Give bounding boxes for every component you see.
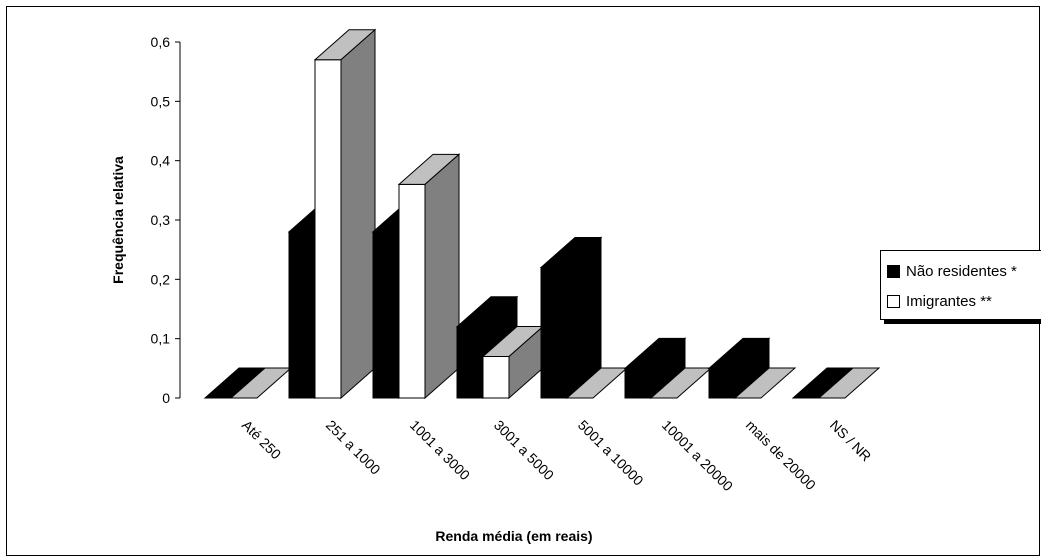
bar-nao-residentes [539, 236, 603, 400]
bar-imigrantes-zero [733, 367, 797, 399]
bars [203, 28, 881, 400]
bar-nao-residentes [623, 337, 687, 400]
bar-imigrantes [313, 28, 377, 400]
y-tick-label: 0,2 [151, 271, 171, 287]
y-tick-label: 0,3 [151, 212, 171, 228]
axes [175, 41, 181, 399]
x-tick-label: 5001 a 10000 [575, 417, 647, 489]
y-tick-label: 0,5 [151, 93, 171, 109]
bar-imigrantes-side [340, 28, 376, 400]
chart-frame [6, 6, 1040, 556]
legend: Não residentes * Imigrantes ** [880, 250, 1041, 320]
labels: 0 0,1 0,2 0,3 0,4 0,5 0,6 Até 250 251 a 1000 1001… [151, 34, 875, 494]
bar-imigrantes [481, 325, 545, 400]
x-tick-label: Até 250 [239, 417, 285, 463]
legend-label: Imigrantes ** [906, 292, 992, 310]
bar-nao-residentes-front [624, 367, 652, 399]
x-axis-title: Renda média (em reais) [435, 528, 592, 544]
y-tick-label: 0,4 [151, 153, 171, 169]
x-tick-label: NS / NR [827, 417, 875, 465]
legend-label: Não residentes * [906, 262, 1017, 280]
legend-item-nao-residentes: Não residentes * [887, 261, 1017, 281]
legend-swatch-black [887, 264, 900, 278]
bar-imigrantes-front [398, 183, 426, 399]
bar-nao-residentes-front [288, 231, 316, 399]
bar-nao-residentes-front [372, 231, 400, 399]
bar-imigrantes-front [482, 355, 510, 399]
bar-nao-residentes-front [456, 326, 484, 399]
y-axis-title: Frequência relativa [110, 156, 126, 284]
bar-imigrantes-zero [817, 367, 881, 399]
x-tick-label: 3001 a 5000 [491, 417, 558, 484]
x-tick-label: mais de 20000 [743, 417, 819, 493]
bar-nao-residentes-front [708, 367, 736, 399]
bar-imigrantes [397, 153, 461, 400]
y-tick-label: 0,6 [151, 34, 171, 50]
x-tick-label: 1001 a 3000 [407, 417, 474, 484]
legend-item-imigrantes: Imigrantes ** [887, 291, 992, 311]
bar-imigrantes-side [424, 153, 460, 400]
bar-imigrantes-front [314, 59, 342, 399]
y-tick-label: 0,1 [151, 331, 171, 347]
x-tick-label: 251 a 1000 [323, 417, 384, 478]
bar-nao-residentes [707, 337, 771, 400]
legend-swatch-white [887, 294, 900, 308]
bar-nao-residentes-front [540, 266, 568, 399]
x-tick-label: 10001 a 20000 [659, 417, 737, 495]
y-tick-label: 0 [162, 390, 170, 406]
